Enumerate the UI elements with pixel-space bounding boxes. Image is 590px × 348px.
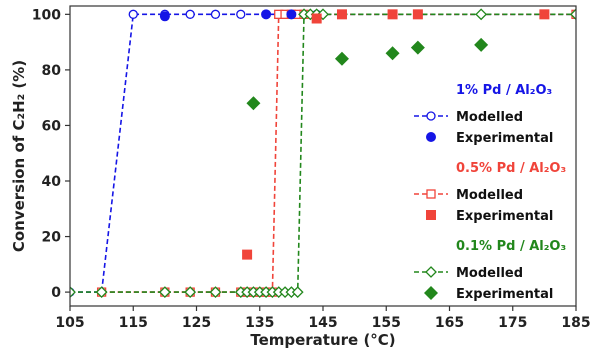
modelled-point bbox=[158, 286, 171, 299]
y-tick-label: 60 bbox=[42, 118, 62, 134]
legend-title: 0.1% Pd / Al₂O₃ bbox=[456, 239, 566, 254]
experimental-point bbox=[261, 9, 272, 20]
experimental-point bbox=[334, 51, 349, 66]
legend: 1% Pd / Al₂O₃ Modelled Experimental 0.5% Pd… bbox=[414, 83, 566, 302]
modelled-point bbox=[184, 286, 197, 299]
y-tick-label: 100 bbox=[32, 7, 61, 23]
experimental-point bbox=[385, 46, 400, 61]
modelled-point bbox=[291, 286, 304, 299]
modelled-point bbox=[317, 8, 329, 21]
experimental-point bbox=[410, 40, 425, 55]
experimental-point bbox=[311, 13, 322, 24]
x-axis-title: Temperature (°C) bbox=[250, 331, 395, 348]
x-tick-label: 155 bbox=[372, 315, 401, 331]
legend-modelled-marker bbox=[426, 189, 436, 199]
ticks-layer: 105 115 125 135 145 155 165 175 185 0 20 40 60 80 100 bbox=[32, 7, 590, 331]
legend-experimental-marker bbox=[426, 132, 436, 142]
modelled-point bbox=[128, 9, 138, 19]
y-tick-label: 20 bbox=[42, 230, 62, 246]
x-tick-label: 165 bbox=[435, 315, 464, 331]
experimental-group-1 bbox=[242, 9, 550, 260]
y-tick-label: 40 bbox=[42, 174, 62, 190]
experimental-point bbox=[286, 9, 297, 20]
plot-frame bbox=[69, 5, 577, 307]
y-tick-label: 80 bbox=[42, 63, 62, 79]
experimental-group-0 bbox=[159, 9, 297, 22]
modelled-point bbox=[209, 286, 222, 299]
y-tick-label: 0 bbox=[51, 285, 61, 301]
x-tick-label: 115 bbox=[119, 315, 148, 331]
experimental-point bbox=[336, 9, 347, 20]
modelled-point bbox=[185, 9, 195, 19]
series-layer bbox=[70, 8, 576, 299]
experimental-point bbox=[539, 9, 550, 20]
legend-title: 1% Pd / Al₂O₃ bbox=[456, 83, 552, 98]
legend-experimental-marker bbox=[426, 210, 436, 220]
legend-title: 0.5% Pd / Al₂O₃ bbox=[456, 161, 566, 176]
legend-modelled-marker bbox=[425, 266, 437, 278]
series-clip-group bbox=[70, 8, 576, 299]
modelled-point bbox=[236, 9, 246, 19]
experimental-point bbox=[246, 96, 261, 111]
legend-experimental-label: Experimental bbox=[456, 209, 553, 224]
y-axis-title: Conversion of C₂H₂ (%) bbox=[10, 60, 28, 252]
experimental-point bbox=[412, 9, 423, 20]
x-tick-label: 125 bbox=[182, 315, 211, 331]
modelled-point bbox=[70, 286, 76, 299]
legend-experimental-marker bbox=[424, 286, 438, 300]
legend-modelled-label: Modelled bbox=[456, 266, 523, 281]
x-tick-label: 105 bbox=[55, 315, 84, 331]
legend-modelled-label: Modelled bbox=[456, 110, 523, 125]
legend-experimental-label: Experimental bbox=[456, 131, 553, 146]
x-tick-label: 145 bbox=[308, 315, 337, 331]
x-tick-label: 185 bbox=[561, 315, 590, 331]
x-tick-label: 135 bbox=[245, 315, 274, 331]
experimental-point bbox=[242, 249, 253, 260]
modelled-point bbox=[475, 8, 488, 21]
experimental-group-2 bbox=[246, 37, 489, 111]
experimental-point bbox=[387, 9, 398, 20]
legend-experimental-label: Experimental bbox=[456, 287, 553, 302]
experimental-point bbox=[474, 37, 489, 52]
experimental-point bbox=[159, 11, 170, 22]
modelled-point bbox=[570, 8, 576, 21]
modelled-point bbox=[210, 9, 221, 19]
legend-modelled-label: Modelled bbox=[456, 188, 523, 203]
legend-modelled-marker bbox=[426, 111, 436, 121]
modelled-point bbox=[95, 286, 108, 299]
x-tick-label: 175 bbox=[498, 315, 527, 331]
